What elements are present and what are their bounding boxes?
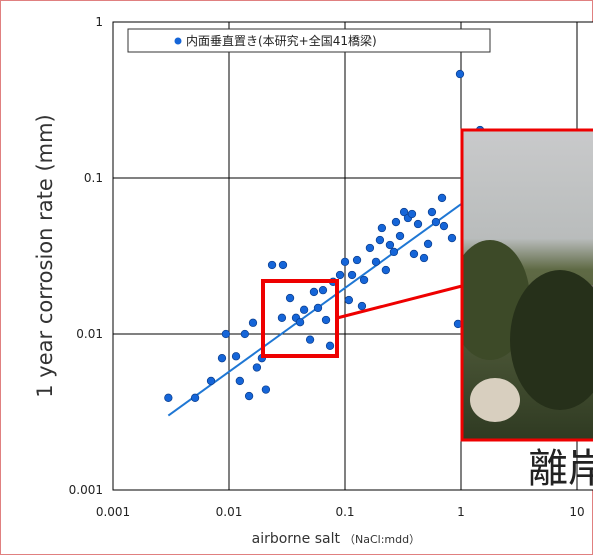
legend-label: 内面垂直置き(本研究+全国41橋梁) — [186, 33, 377, 48]
y-tick-label: 0.001 — [69, 483, 103, 497]
y-tick-label: 0.01 — [76, 327, 103, 341]
data-point — [240, 329, 250, 339]
data-point — [285, 293, 295, 303]
data-point — [206, 376, 216, 386]
data-point — [309, 287, 319, 297]
data-point — [252, 363, 262, 372]
data-point — [321, 315, 331, 325]
x-axis-unit: （NaCl:mdd） — [344, 533, 420, 546]
data-point — [419, 253, 429, 263]
x-axis-label: airborne salt — [252, 531, 341, 547]
data-point — [391, 217, 401, 227]
data-point — [235, 376, 244, 386]
data-point — [407, 209, 417, 219]
zoom-box — [261, 279, 339, 358]
data-point — [267, 260, 277, 270]
data-point — [389, 247, 399, 257]
data-point — [231, 352, 241, 361]
data-point — [381, 265, 391, 275]
data-point — [347, 270, 357, 280]
data-point — [221, 329, 231, 339]
zoom-connector — [336, 284, 463, 320]
data-point — [359, 275, 369, 285]
y-tick-label: 1 — [95, 15, 103, 29]
data-point — [313, 303, 323, 313]
data-point — [318, 286, 328, 295]
data-point — [352, 255, 362, 265]
y-axis-label: 1 year corrosion rate (mm) — [33, 114, 57, 397]
legend — [127, 28, 491, 53]
data-point — [427, 207, 437, 217]
data-point — [437, 193, 447, 203]
photo — [462, 130, 593, 440]
data-point — [413, 219, 423, 229]
data-point — [344, 295, 354, 305]
x-tick-label: 0.1 — [335, 505, 354, 519]
data-point — [399, 207, 409, 217]
photo-frame — [460, 128, 593, 442]
data-point — [431, 217, 441, 227]
data-point — [248, 318, 258, 327]
photo-caption: 離岸 — [528, 446, 593, 492]
data-point — [217, 354, 227, 363]
y-tick-label: 0.1 — [84, 171, 103, 185]
x-tick-label: 0.01 — [216, 505, 243, 519]
data-point — [455, 69, 465, 79]
x-tick-label: 10 — [569, 505, 584, 519]
data-point — [395, 231, 405, 241]
data-point — [365, 243, 375, 253]
legend-marker — [174, 37, 182, 45]
data-point — [375, 235, 385, 245]
data-point — [299, 305, 309, 314]
data-point — [340, 257, 350, 267]
data-point — [164, 393, 173, 402]
data-point — [385, 240, 395, 250]
data-point — [190, 393, 200, 402]
data-point — [261, 385, 271, 394]
data-point — [447, 233, 457, 243]
data-point — [335, 270, 345, 280]
data-point — [295, 318, 305, 327]
data-point — [277, 313, 287, 322]
data-point — [439, 221, 449, 231]
data-point — [409, 249, 419, 259]
data-point — [305, 335, 315, 344]
x-tick-label: 0.001 — [96, 505, 130, 519]
data-point — [371, 257, 381, 267]
data-point — [244, 391, 254, 401]
data-point — [357, 301, 367, 311]
x-tick-label: 1 — [457, 505, 465, 519]
data-point — [325, 341, 335, 350]
data-point — [377, 223, 387, 233]
data-point — [423, 239, 433, 249]
data-point — [278, 260, 288, 270]
